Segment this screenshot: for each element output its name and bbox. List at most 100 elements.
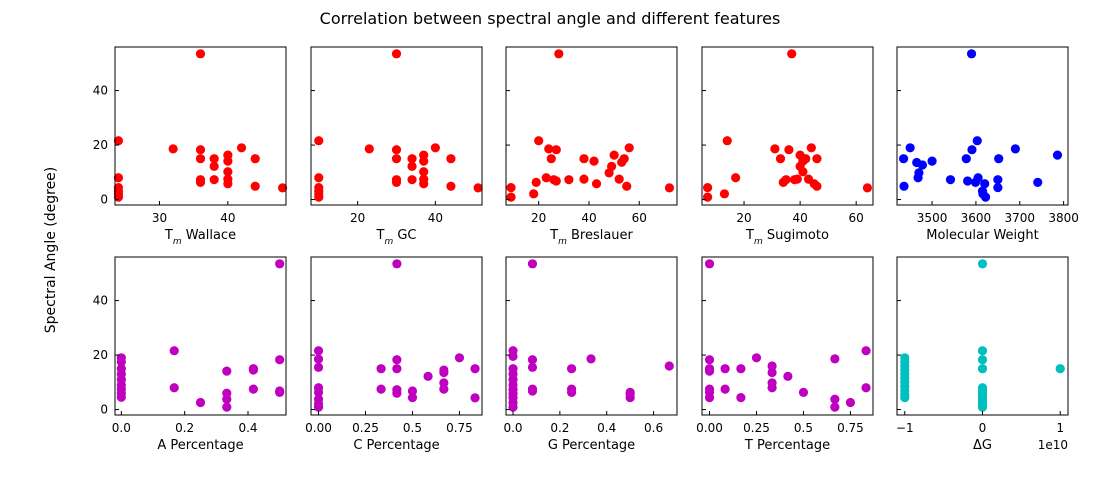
scatter-point: [767, 383, 777, 393]
scatter-point: [313, 362, 324, 372]
x-tick-label: 0.2: [550, 421, 569, 435]
x-tick-label: 1: [1056, 421, 1064, 435]
scatter-point: [248, 384, 258, 394]
scatter-point: [169, 383, 179, 393]
scatter-point: [767, 361, 777, 371]
scatter-point: [792, 174, 802, 184]
scatter-point: [470, 393, 480, 403]
scatter-point: [209, 154, 219, 164]
scatter-point: [787, 49, 797, 59]
scatter-point: [1052, 150, 1063, 160]
scatter-point: [977, 364, 988, 374]
x-tick-label: 3500: [917, 211, 948, 225]
scatter-point: [364, 144, 374, 154]
scatter-point: [775, 154, 786, 164]
axes-frame: [310, 256, 483, 416]
scatter-point: [609, 150, 619, 160]
scatter-point: [376, 384, 386, 394]
scatter-point: [900, 392, 910, 403]
scatter-point: [579, 174, 589, 184]
subplot-tm-breslauer: 20 40 60 Tm Breslauer: [505, 46, 678, 247]
scatter-point: [446, 181, 456, 191]
scatter-point: [722, 136, 732, 146]
scatter-point: [454, 353, 465, 363]
scatter-point: [527, 386, 538, 396]
scatter-point: [195, 397, 206, 408]
scatter-point: [977, 259, 988, 269]
scatter-point: [195, 145, 206, 155]
scatter-point: [527, 259, 538, 269]
scatter-point: [703, 192, 713, 202]
scatter-point: [527, 362, 538, 372]
scatter-point: [770, 144, 780, 154]
scatter-point: [579, 154, 589, 164]
x-tick-label: 20: [350, 211, 365, 225]
y-tick-label: 0: [100, 193, 108, 207]
scatter-point: [430, 143, 440, 153]
x-tick-label: 0.0: [112, 421, 131, 435]
scatter-point: [980, 179, 990, 189]
scatter-point: [446, 154, 456, 164]
scatter-point: [419, 167, 429, 177]
scatter-point: [783, 371, 793, 381]
scatter-point: [391, 49, 402, 59]
scatter-point: [222, 366, 232, 376]
scatter-point: [277, 183, 288, 193]
scatter-point: [861, 346, 871, 356]
x-axis-label: T Percentage: [744, 438, 830, 453]
scatter-point: [917, 160, 928, 170]
scatter-point: [914, 168, 924, 178]
scatter-point: [116, 392, 126, 402]
scatter-point: [720, 364, 730, 374]
scatter-point: [439, 384, 449, 394]
scatter-point: [980, 192, 991, 202]
x-tick-label: 0.0: [503, 421, 522, 435]
subplot-tm-wallace: 30 40 0 20 40 Tm Wallace: [93, 46, 288, 247]
scatter-point: [551, 176, 561, 186]
scatter-point: [275, 259, 285, 269]
scatter-point: [116, 357, 126, 367]
scatter-point: [407, 386, 418, 396]
scatter-point: [607, 161, 617, 171]
scatter-point: [392, 259, 402, 269]
scatter-point: [589, 156, 599, 166]
scatter-point: [275, 387, 285, 397]
scatter-point: [223, 179, 233, 189]
scatter-point: [861, 383, 871, 393]
scatter-point: [898, 154, 909, 164]
shared-y-axis-label: Spectral Angle (degree): [43, 167, 59, 334]
x-axis-label: Tm GC: [375, 228, 416, 247]
scatter-point: [967, 145, 977, 155]
scatter-point: [927, 156, 937, 166]
scatter-point: [622, 181, 632, 191]
subplot-g-percentage: 0.0 0.2 0.4 0.6 G Percentage: [503, 256, 678, 453]
scatter-point: [614, 174, 624, 184]
scatter-point: [972, 136, 982, 146]
scatter-point: [423, 371, 433, 381]
scatter-point: [704, 366, 715, 376]
scatter-point: [973, 173, 983, 183]
x-tick-label: 40: [428, 211, 443, 225]
scatter-point: [703, 182, 713, 193]
scatter-point: [546, 154, 556, 164]
scatter-point: [314, 136, 324, 146]
scatter-point: [704, 259, 715, 269]
x-axis-label: ΔG: [973, 438, 992, 453]
x-tick-label: 20: [531, 211, 546, 225]
scatter-point: [391, 145, 402, 155]
scatter-point: [391, 177, 402, 187]
y-tick-label: 20: [93, 138, 108, 152]
y-tick-label: 20: [93, 348, 108, 362]
scatter-point: [564, 175, 574, 185]
scatter-point: [798, 167, 808, 177]
x-axis-label: Tm Sugimoto: [745, 228, 829, 247]
scatter-point: [236, 143, 247, 153]
scatter-point: [767, 367, 777, 378]
x-tick-label: 20: [736, 211, 751, 225]
scatter-point: [624, 143, 634, 153]
x-tick-label: 0.5: [794, 421, 813, 435]
scatter-point: [313, 387, 324, 397]
axes-frame: [701, 46, 874, 206]
scatter-point: [248, 365, 258, 375]
scatter-point: [314, 192, 324, 202]
